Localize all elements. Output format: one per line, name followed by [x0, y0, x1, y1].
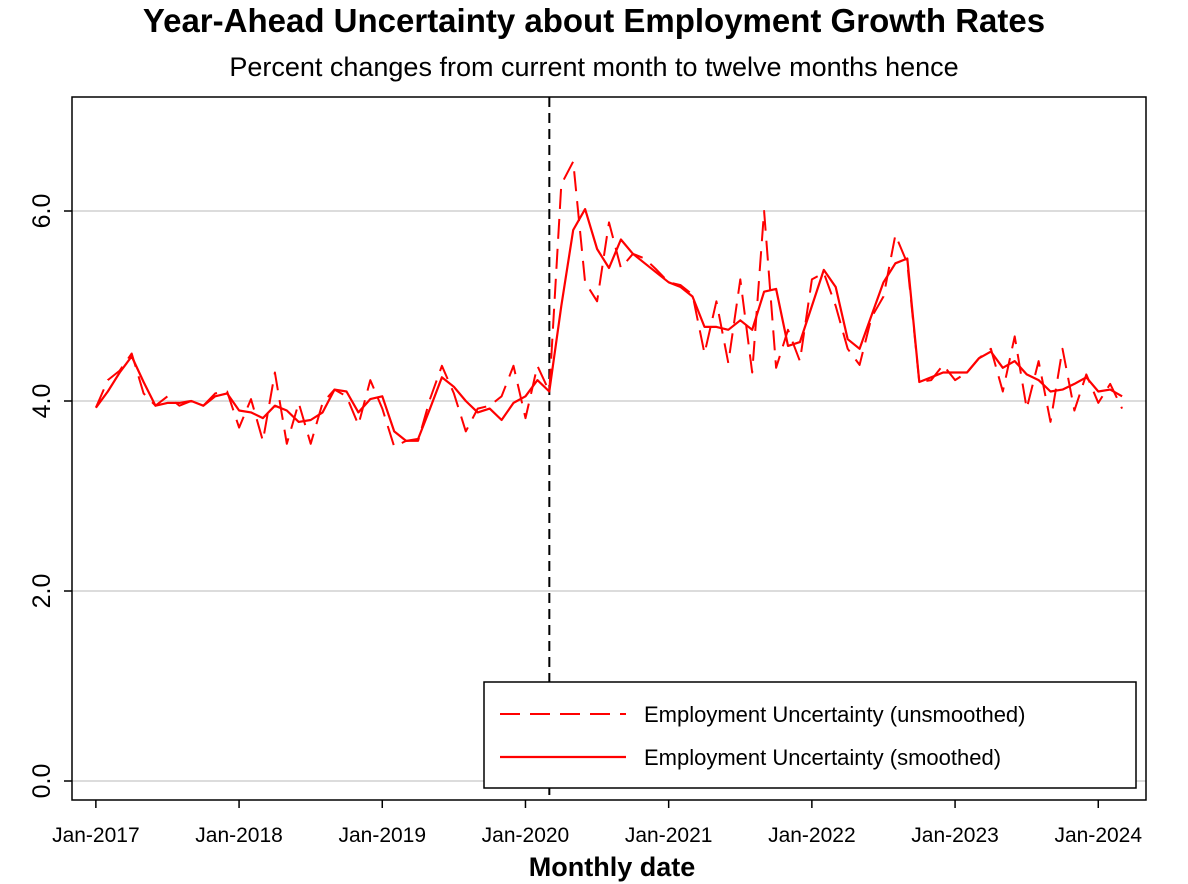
series-line-smoothed: [95, 208, 1123, 442]
y-tick-label: 4.0: [28, 384, 56, 419]
x-tick-label: Jan-2019: [338, 824, 426, 847]
series-line-unsmoothed: [94, 160, 1124, 448]
x-tick-label: Jan-2018: [195, 824, 283, 847]
x-axis-title: Monthly date: [529, 852, 696, 882]
legend-box: [483, 681, 1137, 789]
x-tick-label: Jan-2021: [625, 824, 713, 847]
legend: Employment Uncertainty (unsmoothed) Empl…: [483, 681, 1137, 789]
y-tick-label: 2.0: [28, 574, 56, 609]
legend-label-smoothed: Employment Uncertainty (smoothed): [644, 745, 1001, 770]
legend-label-unsmoothed: Employment Uncertainty (unsmoothed): [644, 702, 1026, 727]
x-axis: Jan-2017 Jan-2018 Jan-2019 Jan-2020 Jan-2021…: [52, 800, 1142, 847]
y-tick-label: 0.0: [28, 764, 56, 799]
chart-title: Year-Ahead Uncertainty about Employment …: [142, 2, 1046, 39]
x-tick-label: Jan-2017: [52, 824, 140, 847]
x-tick-label: Jan-2020: [482, 824, 570, 847]
chart-subtitle: Percent changes from current month to tw…: [229, 52, 959, 82]
y-tick-label: 6.0: [28, 194, 56, 229]
plot-frame: [71, 96, 1147, 801]
x-tick-label: Jan-2024: [1054, 824, 1142, 847]
x-tick-label: Jan-2022: [768, 824, 856, 847]
y-axis: 0.0 2.0 4.0 6.0: [28, 194, 72, 799]
x-tick-label: Jan-2023: [911, 824, 999, 847]
series-group: [94, 160, 1124, 448]
